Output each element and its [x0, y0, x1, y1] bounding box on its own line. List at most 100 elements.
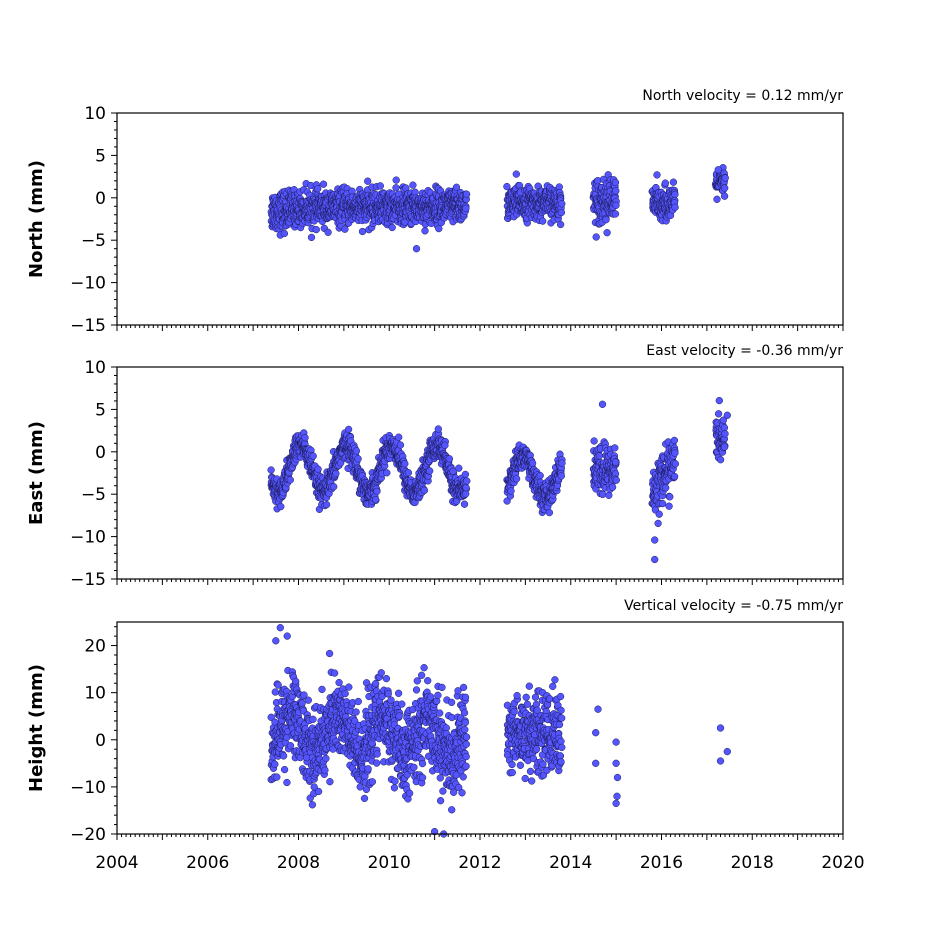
east-data-point [651, 536, 659, 544]
height-data-point [417, 671, 426, 679]
east-data-point [420, 486, 429, 495]
north-panel: North velocity = 0.12 mm/yr North (mm) 1… [26, 88, 844, 336]
east-data-point [462, 484, 470, 492]
east-data-point [670, 472, 679, 481]
x-tick-label: 2012 [458, 853, 501, 873]
east-data-point [715, 396, 723, 405]
east-data-point [670, 436, 679, 445]
height-data-point [280, 765, 289, 774]
north-data-point [421, 227, 429, 235]
north-ticks: 10 5 0 −5 −10 −15 [70, 104, 844, 336]
y-tick-label: −20 [70, 825, 106, 845]
east-panel-title: East velocity = -0.36 mm/yr [646, 343, 843, 359]
height-data-point [424, 677, 432, 685]
north-y-axis-label: North (mm) [26, 160, 47, 278]
height-data-point [271, 760, 279, 768]
north-data-point [388, 223, 396, 232]
north-data-point [364, 177, 372, 185]
north-data-point [358, 227, 367, 236]
east-data-point [309, 452, 317, 460]
north-data-point [314, 185, 322, 193]
y-tick-label: −10 [70, 778, 106, 798]
height-data-point [371, 679, 380, 688]
height-data-point [283, 778, 291, 787]
east-data-point [598, 490, 607, 499]
east-data-point [267, 466, 275, 474]
east-data-point [611, 444, 619, 452]
y-tick-label: 0 [95, 443, 106, 463]
north-data-point [611, 210, 620, 218]
east-data-point [655, 510, 663, 518]
east-data-point [396, 441, 405, 449]
north-data-point [409, 181, 417, 189]
east-data-point [434, 425, 442, 433]
north-data-point [341, 225, 349, 233]
height-data-point [292, 677, 300, 686]
height-panel-title: Vertical velocity = -0.75 mm/yr [624, 598, 843, 614]
x-tick-label: 2014 [549, 853, 592, 873]
east-plot-frame [116, 366, 844, 580]
east-data-point [462, 490, 470, 498]
north-data-point [671, 203, 679, 211]
east-data-point [666, 493, 674, 501]
height-y-axis-label: Height (mm) [26, 664, 47, 792]
height-data-point [335, 678, 343, 687]
height-data-point [382, 674, 391, 683]
y-tick-label: 10 [84, 684, 106, 704]
height-ticks: 2004 2006 2008 2010 2012 2014 2016 2018 20202010… [70, 626, 865, 873]
height-data-point [325, 649, 334, 658]
height-data-point [368, 778, 377, 786]
east-data-point [723, 411, 731, 419]
height-points [267, 624, 731, 838]
north-data-point [539, 217, 547, 225]
east-data-point [461, 470, 470, 479]
north-data-point [721, 184, 729, 192]
east-data-point [557, 472, 565, 480]
east-data-point [716, 456, 725, 464]
east-panel: East velocity = -0.36 mm/yr East (mm) 10… [26, 343, 844, 590]
height-data-point [314, 787, 323, 796]
east-data-point [383, 469, 391, 477]
east-data-point [720, 443, 729, 451]
north-data-point [312, 225, 320, 234]
y-tick-label: 5 [95, 146, 106, 166]
east-data-point [460, 500, 469, 508]
y-tick-label: 0 [95, 189, 106, 209]
east-data-point [605, 491, 613, 499]
y-tick-label: 10 [84, 358, 106, 378]
height-data-point [318, 685, 326, 694]
x-tick-label: 2006 [186, 853, 229, 873]
east-data-point [720, 424, 729, 432]
height-data-point [420, 664, 428, 672]
height-data-point [273, 773, 281, 781]
height-data-point [398, 700, 406, 708]
north-points [267, 164, 729, 253]
north-data-point [720, 192, 729, 200]
y-tick-label: 20 [84, 637, 106, 657]
north-data-point [612, 201, 620, 209]
height-data-point [418, 773, 427, 782]
north-data-point [556, 220, 565, 229]
east-data-point [463, 477, 471, 485]
height-data-point [326, 778, 334, 786]
y-tick-label: −5 [81, 485, 106, 505]
north-data-point [557, 208, 566, 217]
height-data-point [271, 688, 279, 696]
height-data-point [274, 681, 282, 689]
north-data-point [653, 171, 661, 179]
x-tick-label: 2004 [95, 853, 138, 873]
north-data-point [319, 180, 328, 188]
height-data-point [309, 715, 317, 723]
east-data-point [558, 459, 566, 467]
height-data-point [308, 801, 317, 809]
height-data-point [412, 686, 421, 694]
y-tick-label: −15 [70, 316, 106, 336]
east-data-point [372, 496, 380, 504]
east-data-point [314, 465, 322, 473]
north-data-point [558, 200, 566, 208]
east-data-point [612, 476, 620, 484]
east-data-point [658, 499, 667, 508]
east-points [267, 396, 731, 564]
y-tick-label: −10 [70, 274, 106, 294]
